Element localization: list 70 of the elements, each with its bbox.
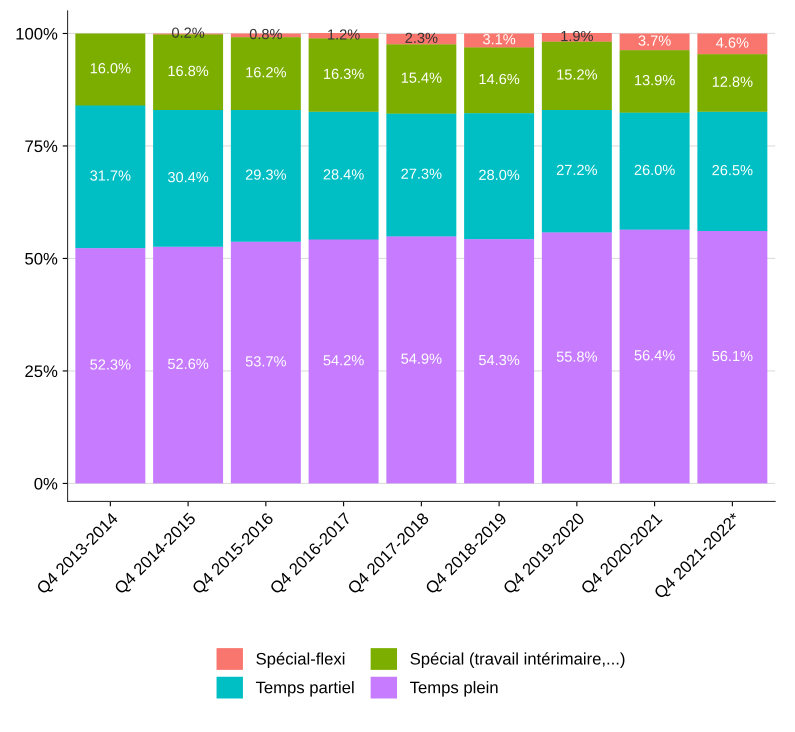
bar	[75, 33, 146, 106]
bar	[386, 34, 456, 44]
y-tick-label: 25%	[25, 365, 58, 378]
data-label: 2.3%	[405, 32, 438, 44]
data-label: 16.3%	[324, 68, 364, 80]
bar	[697, 112, 768, 232]
bar	[697, 54, 768, 112]
data-label: 26.5%	[712, 164, 753, 176]
bar	[620, 33, 690, 50]
data-label: 56.1%	[712, 350, 753, 362]
bar	[464, 113, 534, 240]
bar	[230, 242, 301, 484]
data-label: 52.6%	[168, 358, 208, 369]
bar	[697, 231, 768, 484]
data-label: 31.7%	[90, 170, 130, 181]
bar	[308, 112, 379, 240]
bar	[153, 110, 224, 247]
bar	[386, 236, 456, 484]
data-label: 12.8%	[712, 76, 753, 87]
data-label: 16.0%	[90, 63, 130, 74]
data-label: 54.2%	[324, 355, 364, 366]
bar	[697, 33, 768, 54]
bar	[620, 50, 690, 113]
data-label: 15.2%	[557, 69, 598, 80]
data-label: 26.0%	[634, 164, 675, 176]
data-label: 56.4%	[634, 350, 675, 360]
data-label: 13.9%	[635, 74, 675, 86]
data-label: 29.3%	[246, 169, 286, 180]
legend-label: Spécial-flexi	[256, 652, 344, 668]
data-label: 27.2%	[556, 164, 598, 176]
bar	[464, 33, 534, 48]
data-label: 4.6%	[716, 37, 748, 48]
data-label: 14.6%	[480, 74, 520, 84]
data-label: 1.9%	[561, 30, 593, 42]
bar	[75, 105, 146, 248]
data-label: 16.2%	[246, 67, 286, 78]
bar	[542, 110, 612, 232]
data-label: 54.3%	[479, 354, 520, 366]
bar	[75, 248, 146, 484]
bar	[153, 246, 224, 484]
bar	[386, 114, 456, 236]
bar	[230, 110, 301, 242]
y-tick-label: 75%	[25, 140, 58, 152]
legend-label: Spécial (travail intérimaire,...)	[410, 652, 624, 668]
data-label: 53.7%	[246, 356, 286, 367]
bar	[308, 240, 379, 484]
data-label: 28.0%	[479, 170, 520, 180]
data-label: 27.3%	[401, 168, 442, 179]
y-tick-label: 50%	[25, 252, 58, 265]
bar	[620, 230, 690, 484]
bar	[542, 42, 612, 110]
bar	[542, 232, 612, 484]
data-label: 3.7%	[638, 35, 671, 46]
data-label: 52.3%	[90, 359, 130, 370]
data-label: 55.8%	[556, 351, 598, 362]
bar	[386, 44, 456, 114]
data-label: 28.4%	[324, 169, 364, 180]
data-label: 16.8%	[168, 66, 208, 76]
data-label: 3.1%	[483, 34, 516, 44]
data-label: 30.4%	[168, 172, 208, 182]
legend-label: Temps plein	[410, 681, 498, 697]
y-tick-label: 100%	[16, 28, 58, 40]
bar	[464, 47, 534, 114]
bar	[308, 38, 379, 112]
legend-label: Temps partiel	[256, 681, 354, 697]
bar	[620, 112, 690, 230]
data-label: 54.9%	[401, 354, 442, 364]
data-label: 15.4%	[402, 72, 442, 83]
bar	[464, 239, 534, 484]
y-tick-label: 0%	[34, 478, 58, 490]
